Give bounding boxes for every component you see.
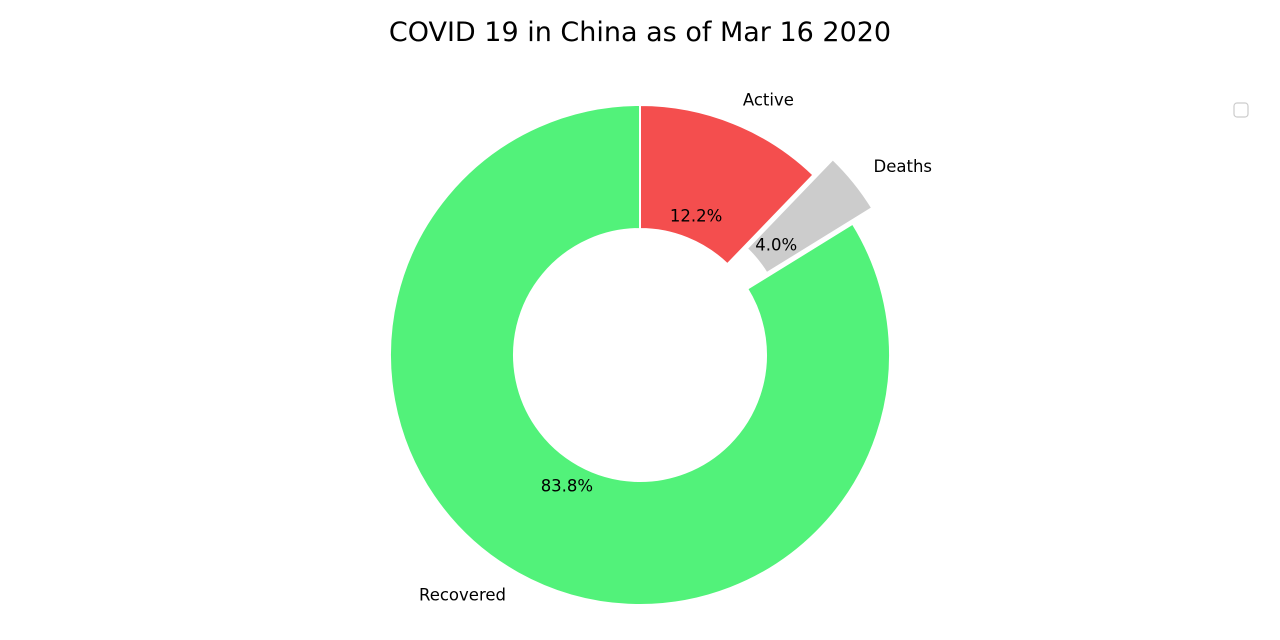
slice-active: [639, 103, 815, 266]
pie-slices: [389, 103, 891, 606]
slice-deaths: [745, 157, 874, 275]
percent-label-active: 12.2%: [670, 206, 722, 225]
percent-label-recovered: 83.8%: [541, 476, 593, 495]
percent-label-deaths: 4.0%: [755, 236, 797, 255]
category-label-active: Active: [743, 90, 794, 109]
category-label-deaths: Deaths: [874, 157, 933, 176]
category-labels: Active Deaths Recovered: [419, 90, 932, 604]
category-label-recovered: Recovered: [419, 586, 506, 605]
percent-labels: 12.2% 4.0% 83.8%: [541, 206, 797, 495]
chart-title: COVID 19 in China as of Mar 16 2020: [389, 17, 891, 48]
legend-box: [1233, 102, 1249, 118]
slice-recovered: [389, 103, 891, 606]
